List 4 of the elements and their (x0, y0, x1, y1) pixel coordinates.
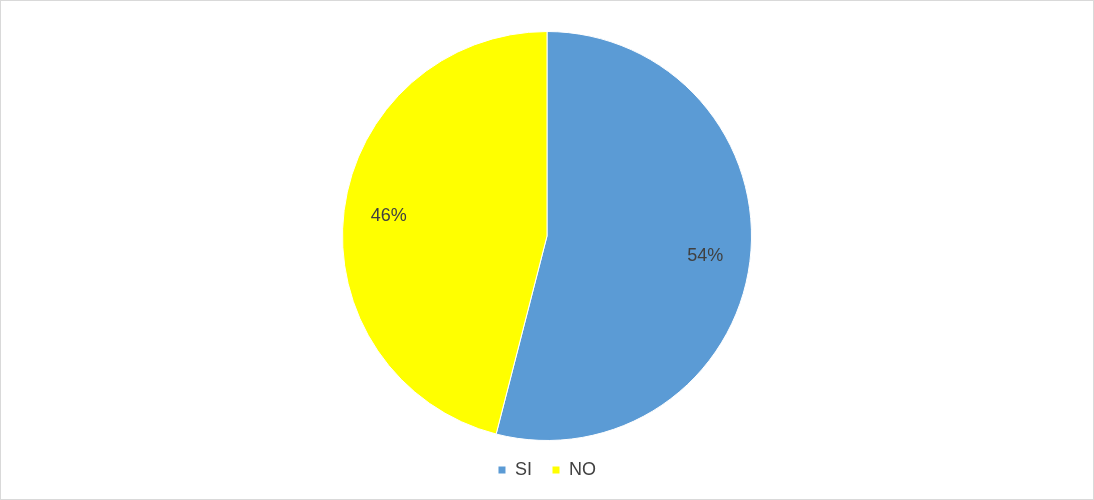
legend-label: SI (515, 458, 533, 479)
legend-label: NO (569, 458, 596, 479)
data-label: 46% (370, 204, 407, 225)
data-label: 54% (687, 244, 724, 265)
